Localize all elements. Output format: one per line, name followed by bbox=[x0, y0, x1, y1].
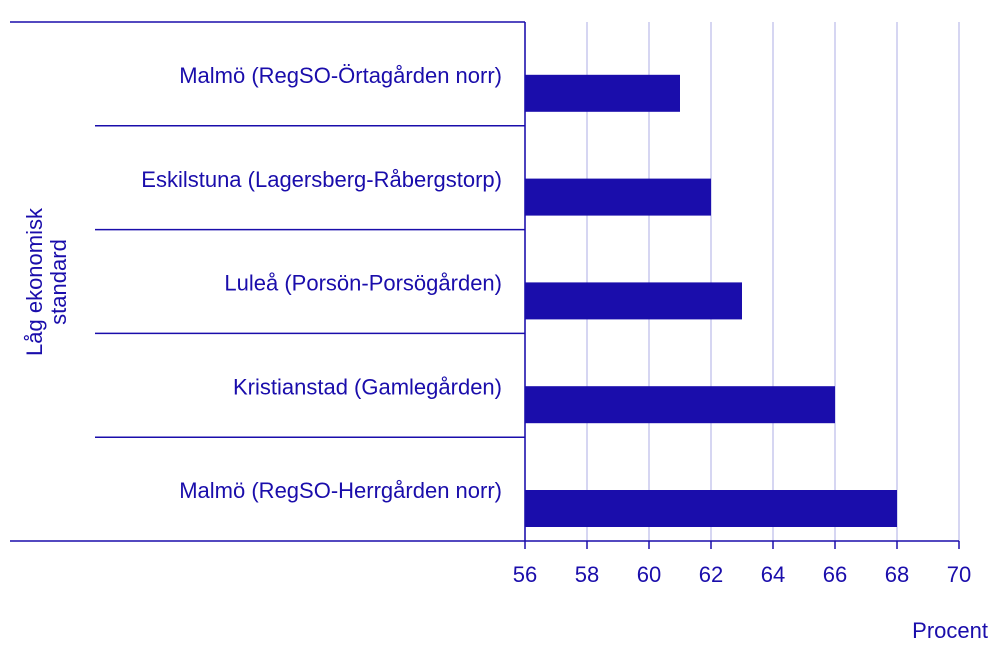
bar bbox=[525, 178, 711, 216]
category-label: Luleå (Porsön-Porsögården) bbox=[224, 271, 502, 296]
tick-label: 56 bbox=[513, 562, 537, 587]
bar bbox=[525, 282, 742, 320]
x-axis-ticks: 56 58 60 62 64 66 68 70 bbox=[513, 541, 971, 587]
tick-label: 60 bbox=[637, 562, 661, 587]
tick-label: 62 bbox=[699, 562, 723, 587]
category-labels: Malmö (RegSO-Örtagården norr) Eskilstuna … bbox=[141, 63, 502, 503]
x-axis-title: Procent bbox=[912, 618, 988, 643]
tick-label: 58 bbox=[575, 562, 599, 587]
bars bbox=[525, 74, 897, 527]
bar bbox=[525, 490, 897, 527]
category-label: Malmö (RegSO-Herrgården norr) bbox=[179, 478, 502, 503]
category-label: Eskilstuna (Lagersberg-Råbergstorp) bbox=[141, 167, 502, 192]
tick-label: 68 bbox=[885, 562, 909, 587]
bar bbox=[525, 74, 680, 112]
tick-label: 64 bbox=[761, 562, 785, 587]
tick-label: 66 bbox=[823, 562, 847, 587]
category-label: Malmö (RegSO-Örtagården norr) bbox=[179, 63, 502, 88]
group-label: Låg ekonomiskstandard bbox=[22, 207, 71, 356]
category-label: Kristianstad (Gamlegården) bbox=[233, 374, 502, 399]
bar bbox=[525, 386, 835, 424]
tick-label: 70 bbox=[947, 562, 971, 587]
